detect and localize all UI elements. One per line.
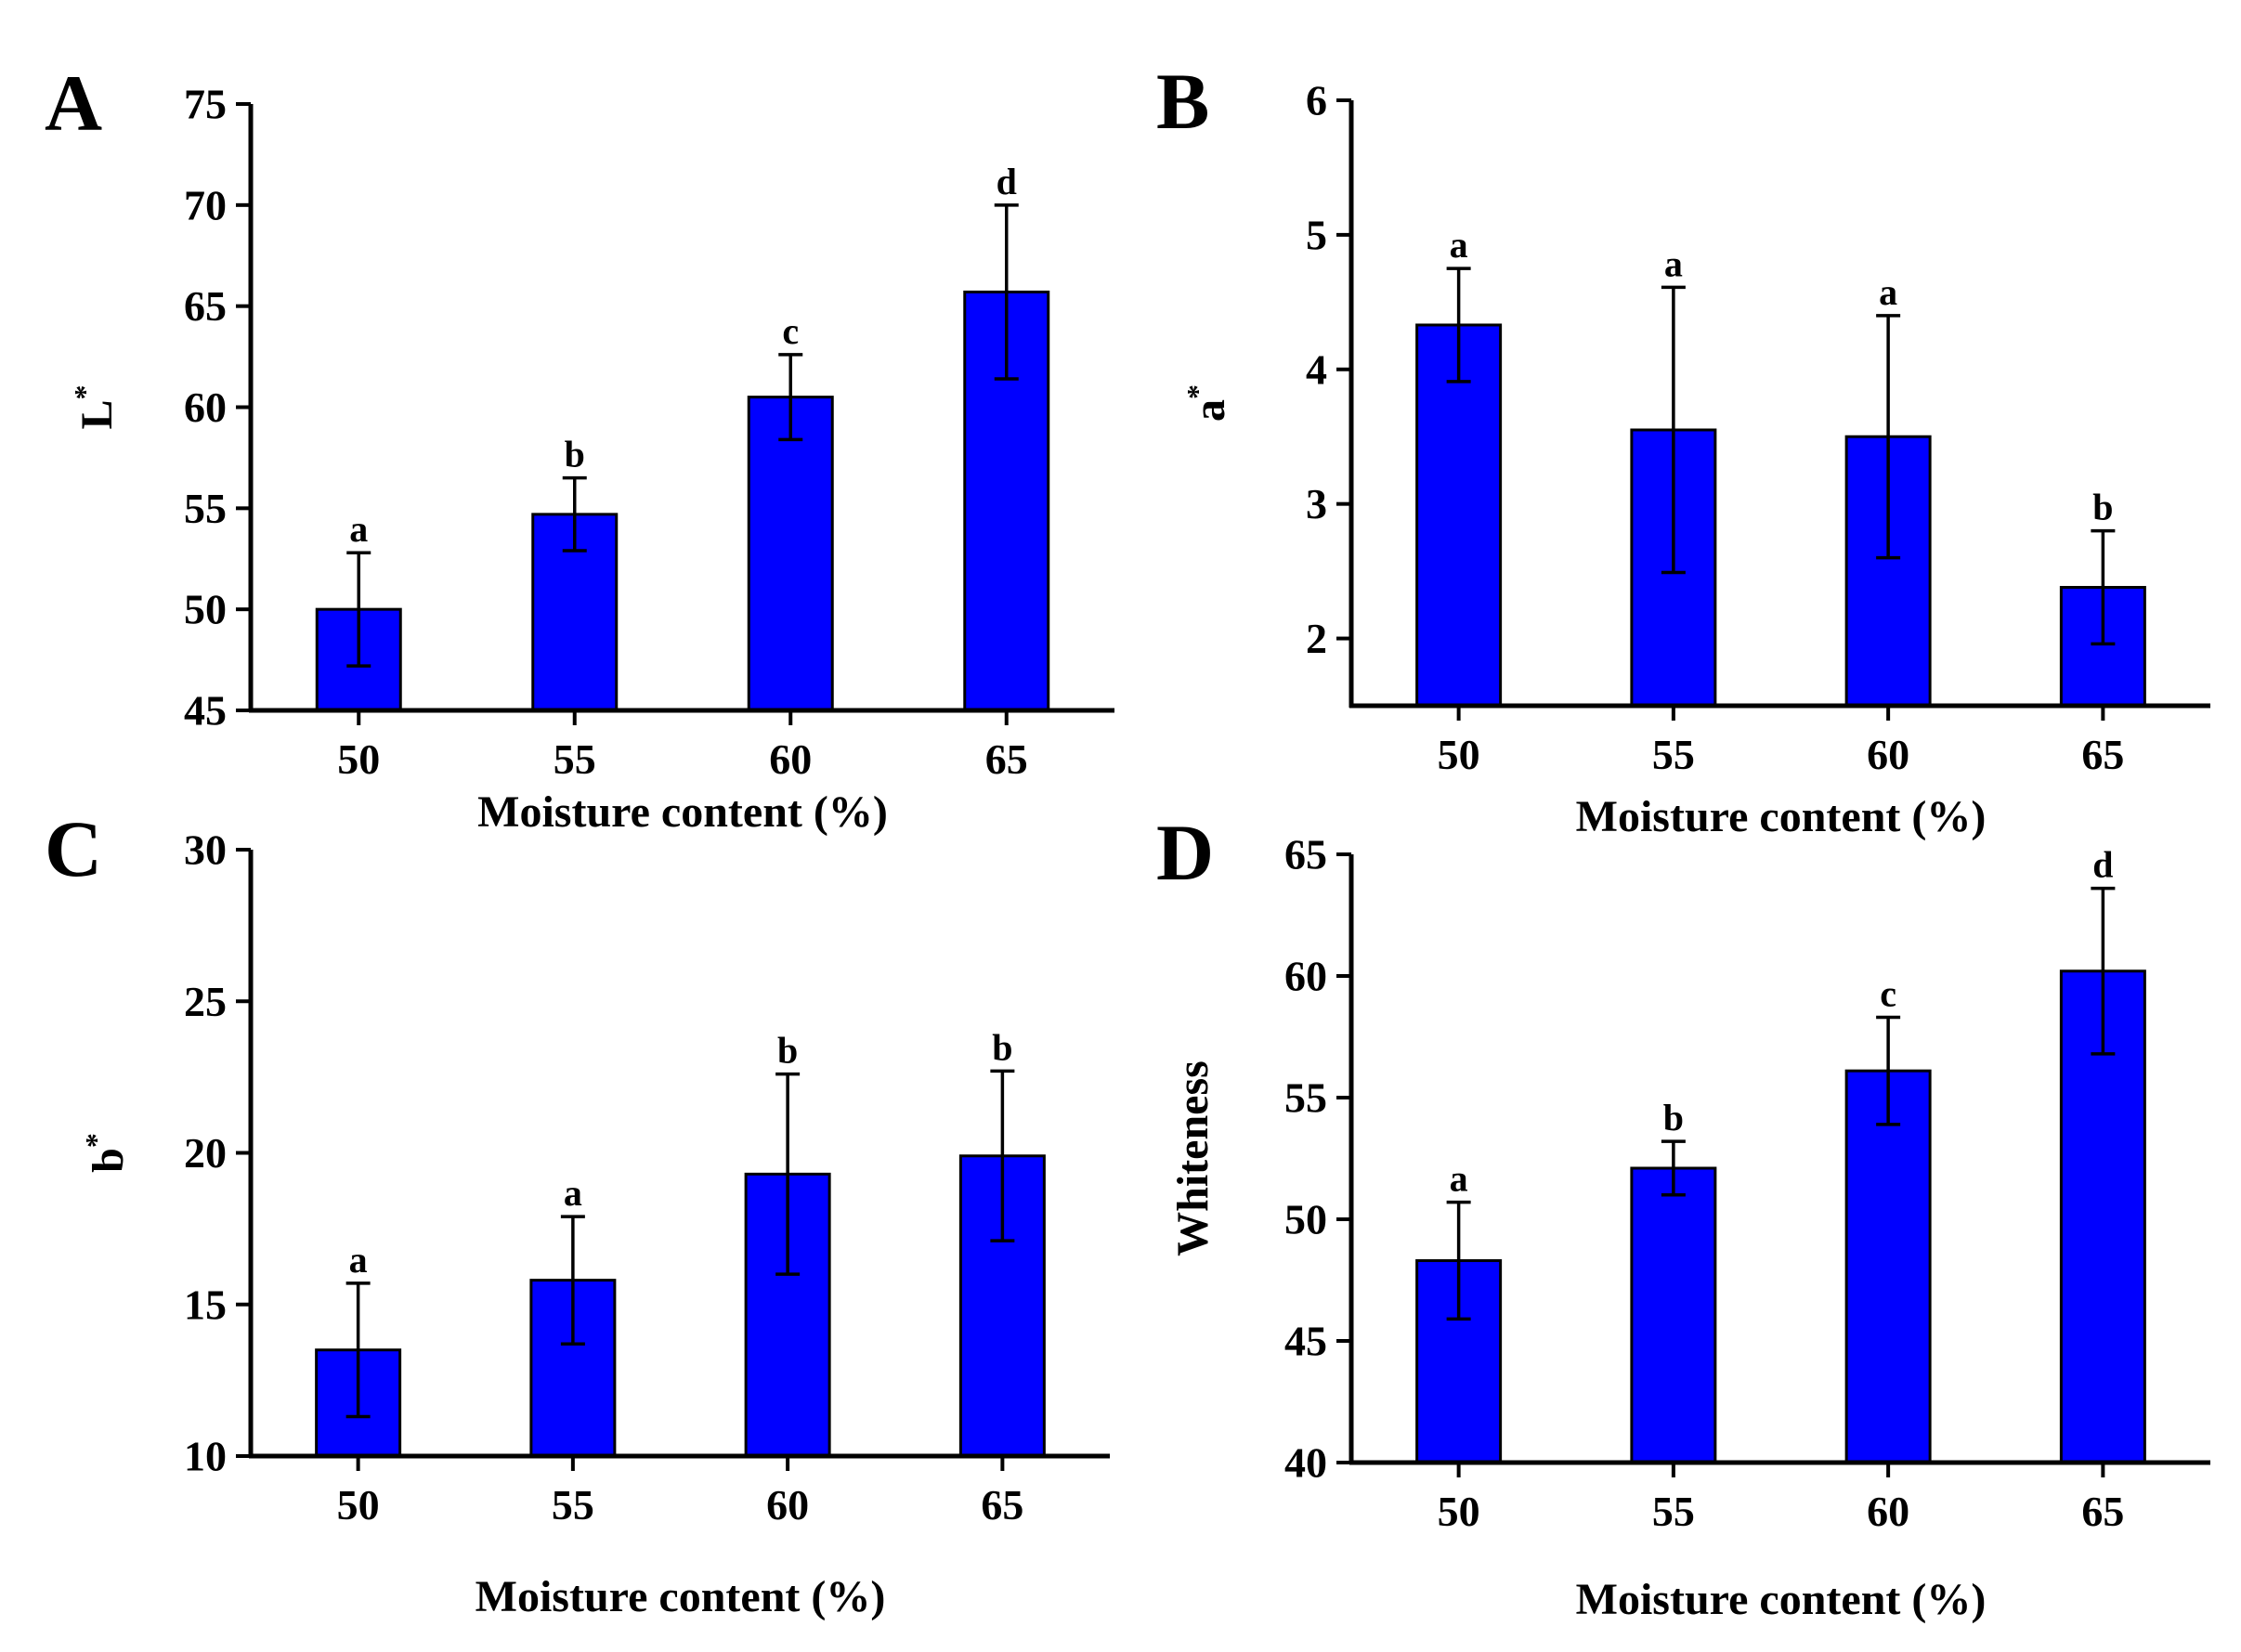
panel-label: D: [1156, 808, 1214, 897]
x-tick-label: 60: [766, 1481, 809, 1528]
y-axis-title-text: Whiteness: [1168, 1060, 1218, 1256]
y-tick-label: 6: [1306, 77, 1327, 124]
y-axis-title-superscript: *: [68, 384, 101, 399]
x-tick-label: 65: [985, 735, 1028, 783]
x-tick-label: 60: [1867, 731, 1909, 778]
y-tick-label: 45: [184, 687, 227, 735]
y-axis-title-superscript: *: [1180, 384, 1214, 399]
x-axis-title: Moisture content (%): [1576, 1575, 1987, 1624]
x-tick-label: 55: [1652, 1488, 1695, 1535]
y-tick-label: 70: [184, 181, 227, 228]
significance-label: a: [349, 508, 368, 550]
y-axis-title-text: L: [72, 399, 122, 429]
significance-label: a: [349, 1239, 368, 1281]
x-tick-label: 55: [554, 735, 596, 783]
significance-label: d: [2092, 844, 2113, 886]
y-tick-label: 55: [1284, 1074, 1327, 1122]
x-tick-label: 50: [1438, 731, 1480, 778]
y-tick-label: 10: [184, 1433, 227, 1480]
y-axis-title: b*: [79, 1133, 133, 1173]
x-axis-title: Moisture content (%): [1576, 792, 1987, 841]
y-tick-label: 30: [184, 826, 227, 874]
panel-label: B: [1156, 57, 1209, 146]
significance-label: c: [782, 310, 799, 352]
y-tick-label: 20: [184, 1129, 227, 1177]
panel-c: Ca a b b 10 15 20 25 30 50 55 60 65 Moisture content …: [45, 804, 1110, 1621]
y-axis-title: L*: [68, 384, 122, 429]
y-tick-label: 75: [184, 81, 227, 128]
significance-label: c: [1880, 973, 1896, 1015]
y-axis-title-text: b: [84, 1148, 133, 1173]
x-tick-label: 50: [337, 735, 380, 783]
significance-label: b: [565, 434, 585, 475]
x-tick-label: 65: [981, 1481, 1023, 1528]
x-tick-label: 55: [552, 1481, 594, 1528]
significance-label: a: [1664, 242, 1683, 284]
panel-label: C: [45, 804, 102, 893]
panel-a: Aa b c d 45 50 55 60 65 70 75 50 55 60 65 Moisture cont…: [45, 59, 1114, 837]
significance-label: b: [1663, 1097, 1684, 1138]
significance-label: a: [1450, 224, 1468, 266]
y-tick-label: 3: [1306, 480, 1327, 527]
y-axis-title: a*: [1180, 384, 1234, 422]
significance-label: a: [1879, 271, 1897, 313]
y-axis-title: Whiteness: [1168, 1060, 1218, 1256]
bar-60: [747, 396, 834, 712]
panel-label: A: [45, 59, 102, 148]
x-tick-label: 50: [1438, 1488, 1480, 1535]
y-tick-label: 15: [184, 1281, 227, 1328]
significance-label: b: [992, 1026, 1012, 1068]
x-tick-label: 65: [2081, 1488, 2124, 1535]
significance-label: d: [997, 161, 1017, 202]
y-tick-label: 40: [1284, 1439, 1327, 1487]
x-tick-label: 55: [1652, 731, 1695, 778]
x-tick-label: 60: [1867, 1488, 1909, 1535]
bar-60: [1844, 1069, 1932, 1464]
y-tick-label: 45: [1284, 1318, 1327, 1365]
x-axis-title: Moisture content (%): [477, 787, 888, 837]
y-tick-label: 2: [1306, 615, 1327, 662]
y-tick-label: 50: [1284, 1196, 1327, 1243]
significance-label: a: [564, 1172, 582, 1214]
x-tick-label: 65: [2081, 731, 2124, 778]
bar-50: [1415, 323, 1503, 708]
significance-label: b: [777, 1030, 798, 1072]
y-tick-label: 65: [184, 282, 227, 330]
y-tick-label: 50: [184, 586, 227, 633]
y-tick-label: 60: [1284, 953, 1327, 1000]
y-tick-label: 5: [1306, 211, 1327, 258]
y-tick-label: 60: [184, 384, 227, 431]
y-tick-label: 65: [1284, 831, 1327, 878]
x-axis-title: Moisture content (%): [476, 1572, 886, 1621]
y-axis-title-superscript: *: [79, 1133, 112, 1148]
panel-d: Da b c d 40 45 50 55 60 65 50 55 60 65 Moisture conten…: [1156, 808, 2210, 1624]
x-tick-label: 50: [337, 1481, 380, 1528]
y-axis-title-text: a: [1185, 399, 1234, 422]
significance-label: b: [2092, 487, 2113, 528]
significance-label: a: [1450, 1158, 1468, 1200]
y-tick-label: 4: [1306, 345, 1327, 393]
y-tick-label: 55: [184, 485, 227, 532]
x-tick-label: 60: [769, 735, 812, 783]
y-tick-label: 25: [184, 978, 227, 1025]
bar-55: [1630, 1166, 1717, 1464]
